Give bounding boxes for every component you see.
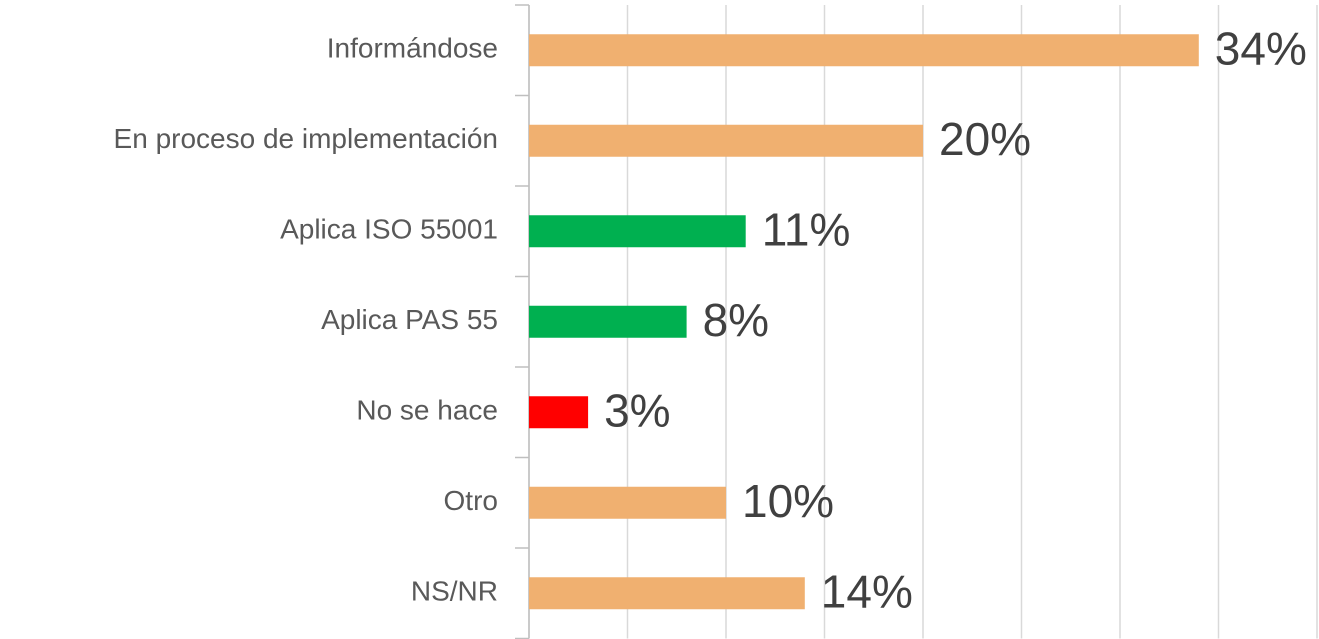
category-label: Informándose	[327, 33, 498, 64]
category-label: Otro	[444, 485, 498, 516]
category-label: Aplica ISO 55001	[280, 214, 498, 245]
category-label: Aplica PAS 55	[321, 304, 498, 335]
value-label: 34%	[1215, 22, 1307, 74]
value-label: 11%	[762, 203, 851, 255]
bar	[529, 396, 589, 429]
category-label: No se hace	[356, 395, 498, 426]
category-label: NS/NR	[411, 576, 498, 607]
value-label: 14%	[821, 565, 913, 617]
value-label: 8%	[703, 294, 769, 346]
value-label: 20%	[939, 113, 1031, 165]
value-label: 3%	[604, 384, 670, 436]
bar	[529, 486, 726, 519]
category-label: En proceso de implementación	[114, 123, 498, 154]
bar	[529, 215, 746, 248]
bar	[529, 305, 687, 338]
bar	[529, 34, 1199, 67]
bar	[529, 577, 805, 610]
value-label: 10%	[742, 475, 834, 527]
bar	[529, 124, 923, 157]
